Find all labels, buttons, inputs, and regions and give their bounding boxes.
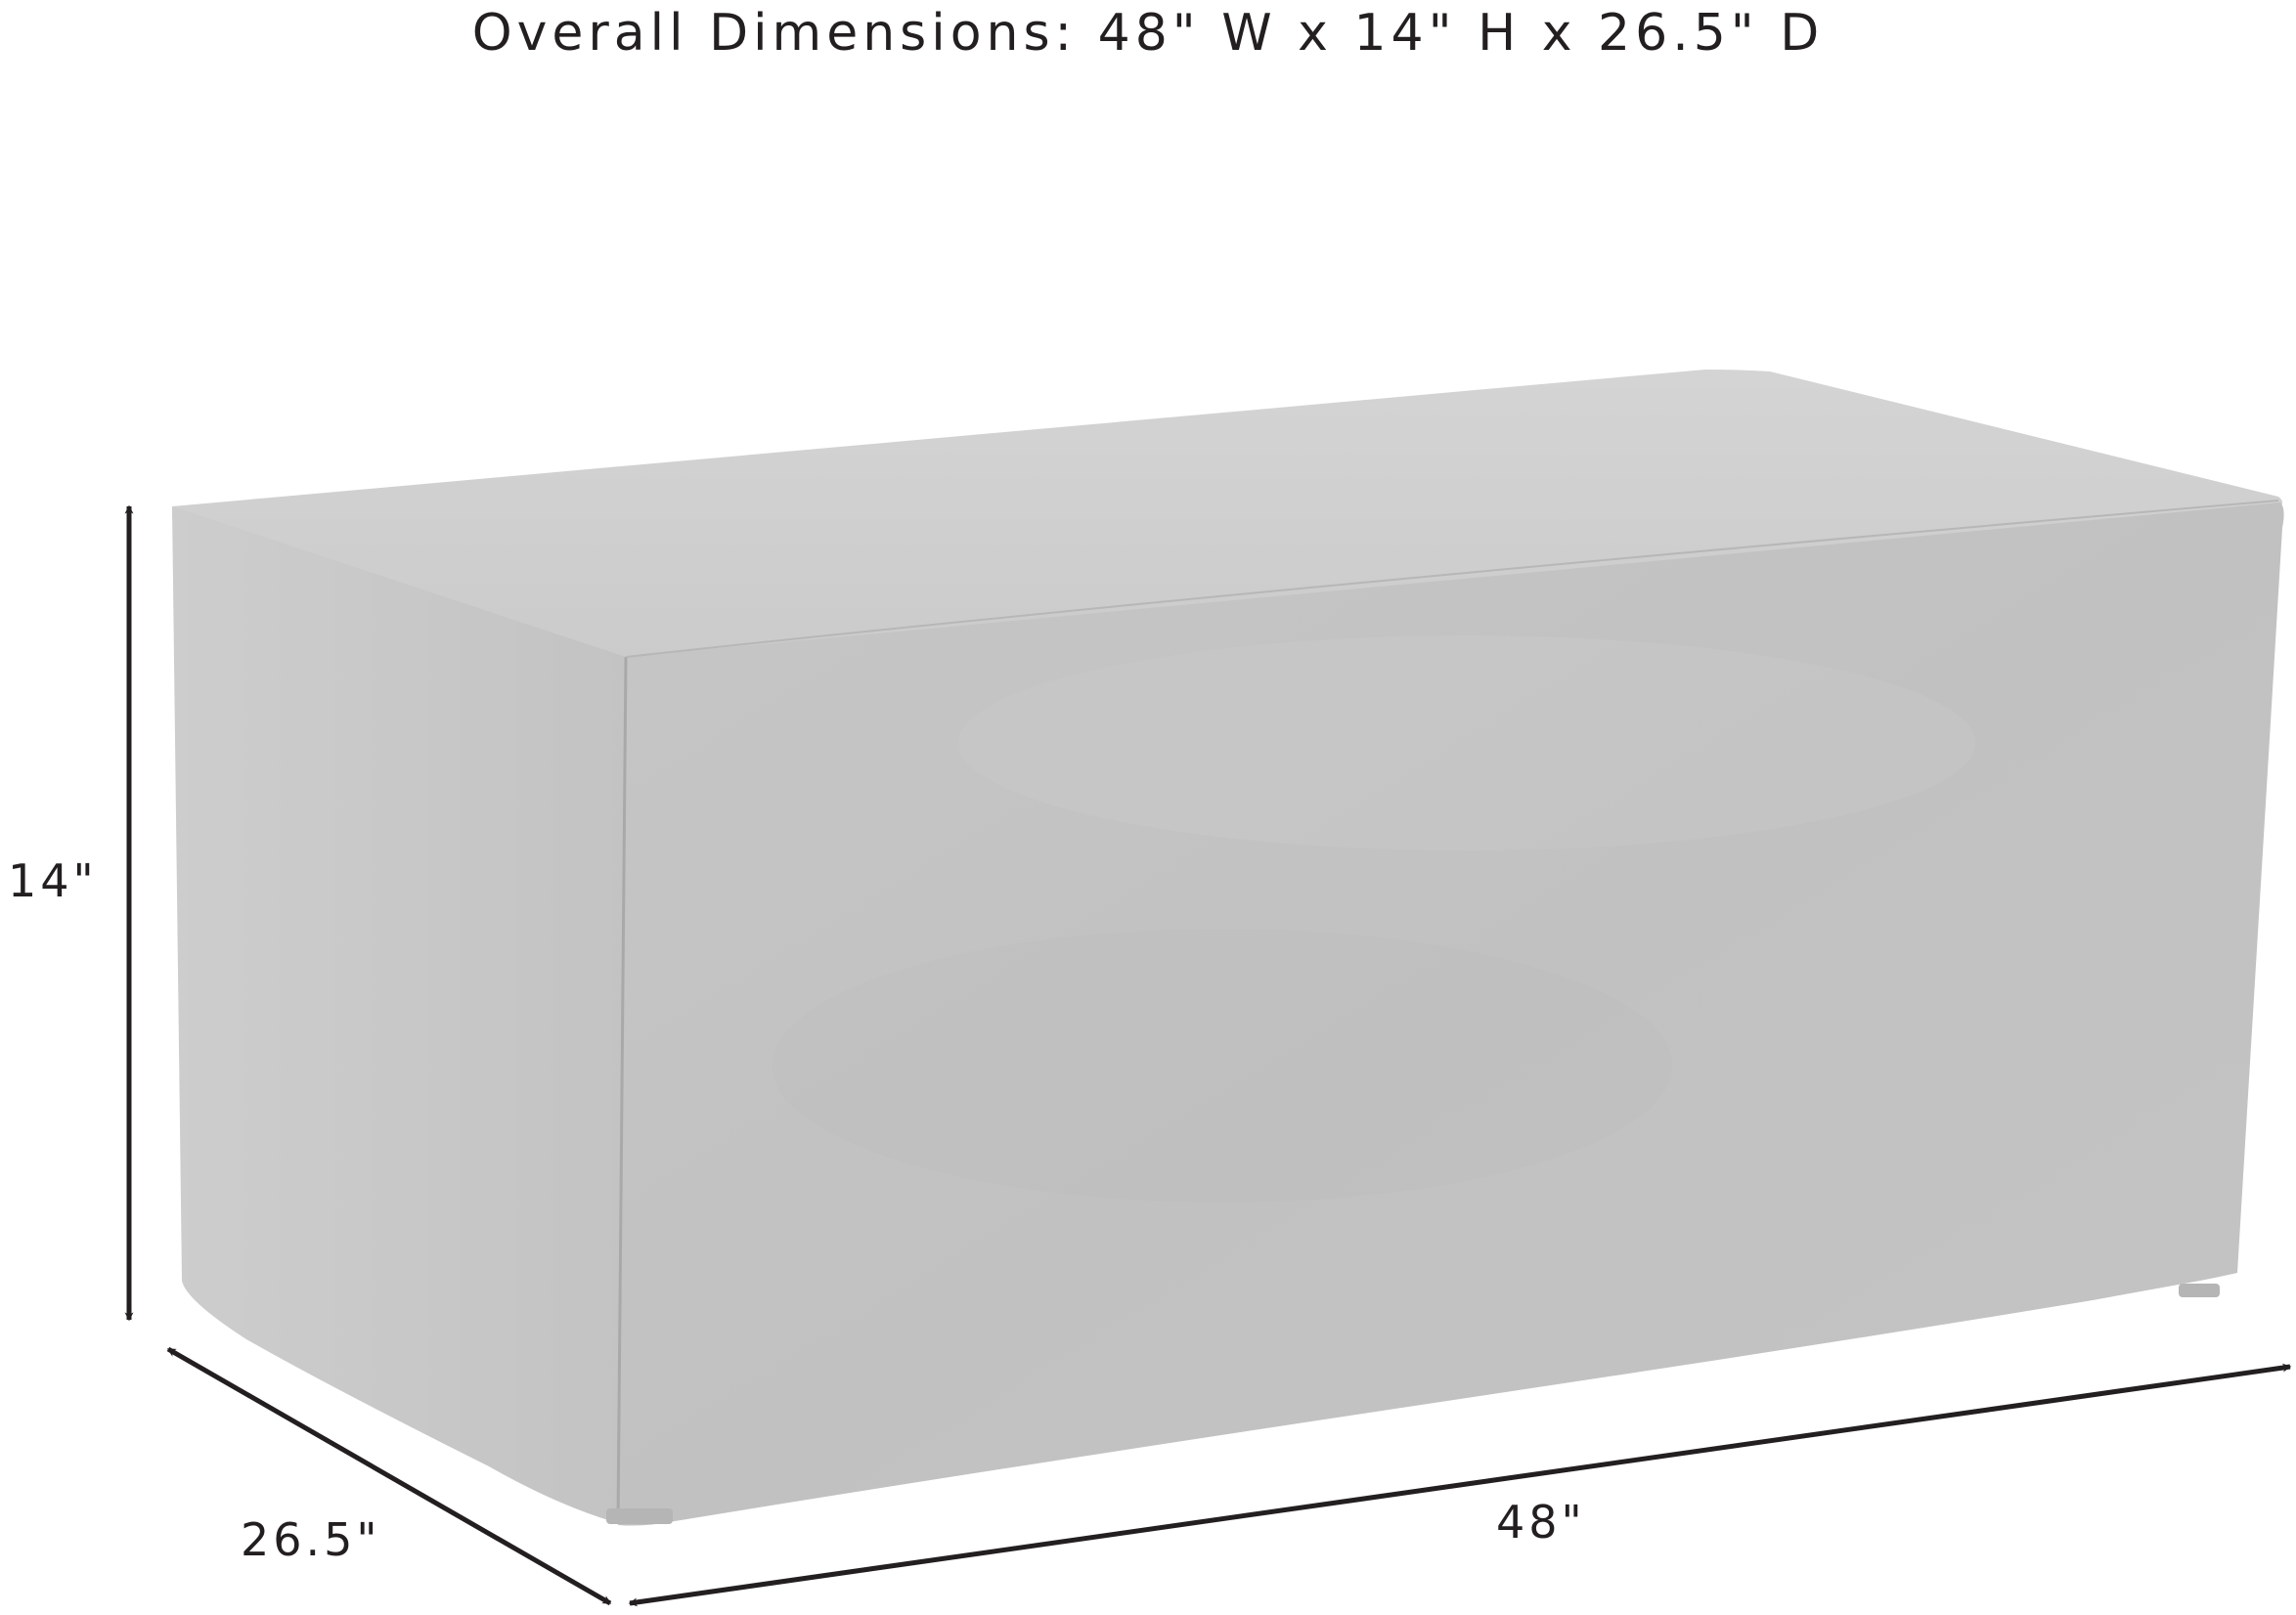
cover-side-face <box>172 506 626 1523</box>
cover-top-face <box>172 370 2282 661</box>
depth-dimension-arrow <box>166 1346 612 1606</box>
depth-label: 26.5" <box>241 1513 381 1566</box>
overall-dimensions-title: Overall Dimensions: 48" W x 14" H x 26.5… <box>471 4 1825 63</box>
cover-foot-left <box>606 1508 673 1524</box>
cover-seam-top-edge <box>625 500 2279 658</box>
cover-seam-front-left <box>616 656 628 1524</box>
cover-front-face <box>618 502 2284 1526</box>
fabric-highlight <box>958 635 1975 851</box>
width-label: 48" <box>1496 1496 1586 1549</box>
fabric-highlight <box>773 929 1672 1202</box>
cover-foot-right <box>2179 1284 2220 1297</box>
width-dimension-arrow <box>628 1363 2292 1607</box>
height-label: 14" <box>8 854 98 907</box>
